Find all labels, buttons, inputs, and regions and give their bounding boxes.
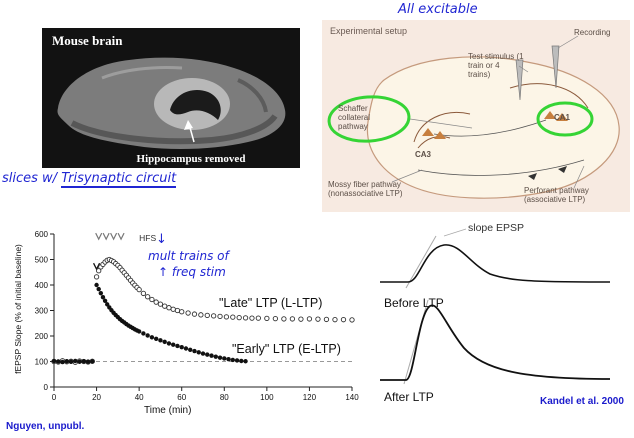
mouse-brain-illustration — [42, 28, 300, 168]
svg-text:40: 40 — [135, 393, 144, 402]
handwriting-mult-trains: mult trains of — [148, 249, 229, 263]
stimulating-electrode-icon — [515, 59, 524, 101]
svg-text:60: 60 — [177, 393, 186, 402]
label-schaffer-pathway: Schaffer collateral pathway — [338, 104, 371, 132]
recording-electrode-icon — [551, 45, 560, 89]
credit-nguyen: Nguyen, unpubl. — [6, 421, 85, 432]
svg-text:100: 100 — [35, 358, 49, 367]
svg-text:140: 140 — [345, 393, 359, 402]
experimental-setup-panel: Experimental setup Recording Test stimul… — [322, 20, 630, 212]
hippocampal-slice-illustration — [327, 35, 620, 199]
svg-text:120: 120 — [303, 393, 317, 402]
svg-text:0: 0 — [44, 383, 49, 392]
svg-text:600: 600 — [35, 230, 49, 239]
setup-title: Experimental setup — [330, 26, 408, 36]
brain-caption: Hippocampus removed — [136, 153, 246, 165]
green-highlight-circles — [327, 95, 594, 143]
late-ltp-label: "Late" LTP (L-LTP) — [219, 296, 323, 310]
svg-text:HFS: HFS — [139, 233, 156, 243]
handwriting-down-arrow-icon: ↓ — [156, 232, 167, 247]
hippocampus-arrow-icon — [184, 120, 195, 143]
label-ca1: CA1 — [554, 113, 571, 122]
svg-text:300: 300 — [35, 307, 49, 316]
mouse-brain-panel: Mouse brain Hippocampus removed — [42, 28, 300, 168]
credit-kandel: Kandel et al. 2000 — [540, 396, 624, 407]
before-ltp-label: Before LTP — [384, 296, 444, 310]
label-ca3: CA3 — [415, 150, 432, 159]
after-ltp-label: After LTP — [384, 390, 434, 404]
svg-text:500: 500 — [35, 256, 49, 265]
label-perforant-pathway: Perforant pathway (associative LTP) — [524, 186, 589, 205]
svg-text:200: 200 — [35, 332, 49, 341]
early-ltp-label: "Early" LTP (E-LTP) — [232, 342, 341, 356]
handwriting-slices: slices w/ Trisynaptic circuit — [2, 171, 177, 188]
ltp-graph-panel: 0 100 200 300 400 500 600 0 20 40 60 80 100 120 140 HFS… — [4, 222, 364, 422]
svg-text:20: 20 — [92, 393, 101, 402]
handwriting-freq-stim: ↑ freq stim — [158, 265, 226, 279]
svg-text:100: 100 — [260, 393, 274, 402]
x-axis-label: Time (min) — [144, 405, 192, 416]
label-mossy-pathway: Mossy fiber pathway (nonassociative LTP) — [328, 180, 403, 199]
y-axis-label: fEPSP Slope (% of initial baseline) — [13, 244, 23, 374]
label-test-stimulus: Test stimulus (1 train or 4 trains) — [468, 52, 524, 80]
slope-epsp-label: slope EPSP — [468, 222, 525, 234]
svg-text:80: 80 — [220, 393, 229, 402]
svg-text:0: 0 — [52, 393, 57, 402]
handwriting-all-excitable: All excitable — [398, 2, 478, 17]
svg-text:400: 400 — [35, 281, 49, 290]
epsp-traces-illustration — [380, 228, 611, 385]
epsp-traces-panel: slope EPSP Before LTP After LTP — [372, 222, 630, 422]
brain-title: Mouse brain — [52, 33, 123, 48]
ltp-chart: 0 100 200 300 400 500 600 0 20 40 60 80 100 120 140 HFS — [35, 230, 360, 402]
label-recording: Recording — [574, 28, 611, 37]
